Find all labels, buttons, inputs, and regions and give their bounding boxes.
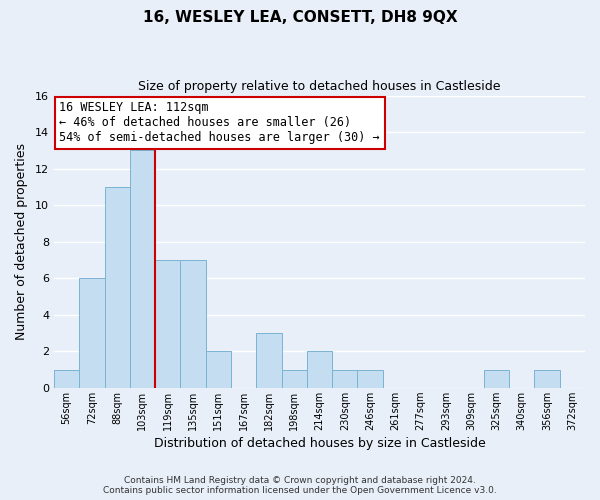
X-axis label: Distribution of detached houses by size in Castleside: Distribution of detached houses by size … <box>154 437 485 450</box>
Y-axis label: Number of detached properties: Number of detached properties <box>15 143 28 340</box>
Bar <box>54 370 79 388</box>
Bar <box>155 260 181 388</box>
Bar <box>104 187 130 388</box>
Bar <box>358 370 383 388</box>
Text: 16 WESLEY LEA: 112sqm
← 46% of detached houses are smaller (26)
54% of semi-deta: 16 WESLEY LEA: 112sqm ← 46% of detached … <box>59 102 380 144</box>
Bar <box>181 260 206 388</box>
Title: Size of property relative to detached houses in Castleside: Size of property relative to detached ho… <box>138 80 501 93</box>
Bar <box>535 370 560 388</box>
Bar <box>256 333 281 388</box>
Bar <box>281 370 307 388</box>
Bar <box>484 370 509 388</box>
Text: Contains HM Land Registry data © Crown copyright and database right 2024.
Contai: Contains HM Land Registry data © Crown c… <box>103 476 497 495</box>
Bar <box>307 351 332 388</box>
Bar <box>79 278 104 388</box>
Bar <box>206 351 231 388</box>
Bar <box>130 150 155 388</box>
Text: 16, WESLEY LEA, CONSETT, DH8 9QX: 16, WESLEY LEA, CONSETT, DH8 9QX <box>143 10 457 25</box>
Bar <box>332 370 358 388</box>
